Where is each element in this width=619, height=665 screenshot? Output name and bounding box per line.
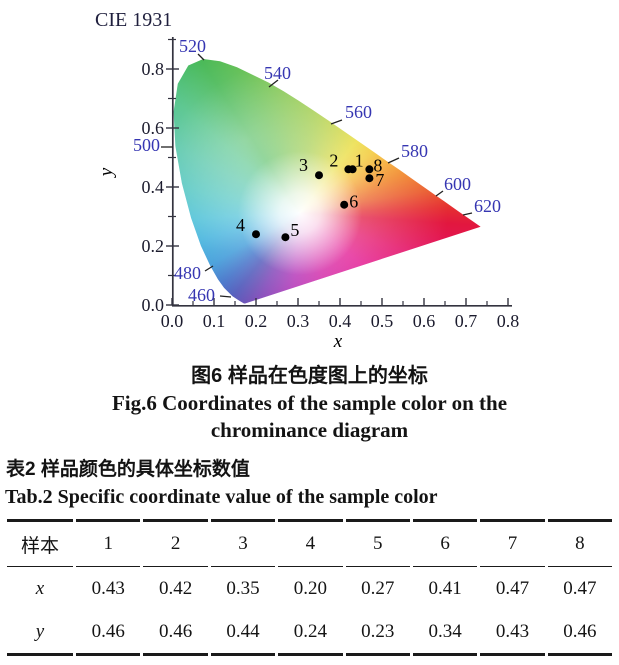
y-tick-label: 0.0 xyxy=(142,295,165,315)
wavelength-label-560: 560 xyxy=(345,102,372,122)
table-cell: 0.46 xyxy=(76,610,141,656)
table-header-cell: 3 xyxy=(210,519,276,567)
y-tick-label: 0.4 xyxy=(142,177,165,197)
chart-elements: 0.0 0.1 0.2 0.3 0.4 0.5 0.6 0.7 0.8 0.0 0.2 0.4 0.6 0… xyxy=(133,36,519,331)
sample-point-7 xyxy=(365,174,374,183)
table-cell: 0.46 xyxy=(143,610,208,656)
wavelength-pointer xyxy=(435,190,444,197)
sample-point-8 xyxy=(365,165,374,174)
table-cell: 0.24 xyxy=(278,610,343,656)
chromaticity-figure: CIE 1931 y x 0.0 0.1 0.2 0.3 0.4 0.5 0.6 0.7 0.8… xyxy=(0,0,619,352)
table-header-cell: 5 xyxy=(345,519,410,567)
wavelength-pointer xyxy=(268,79,279,88)
table-cell: 0.20 xyxy=(293,577,327,599)
wavelength-pointer xyxy=(219,295,232,298)
table-header-cell: 4 xyxy=(278,519,343,567)
sample-point-6 xyxy=(340,200,349,209)
table-cell: 0.27 xyxy=(361,577,395,599)
wavelength-label-520: 520 xyxy=(179,36,206,56)
x-tick-label: 0.7 xyxy=(455,311,478,331)
sample-point-label-5: 5 xyxy=(290,220,299,240)
x-tick-label: 0.3 xyxy=(287,311,310,331)
axis-spine xyxy=(171,37,512,307)
table-cell: 0.47 xyxy=(495,577,530,599)
wavelength-label-480: 480 xyxy=(174,263,201,283)
x-tick-label: 0.5 xyxy=(371,311,394,331)
x-tick-label: 0.0 xyxy=(161,311,184,331)
table-header-cell: 2 xyxy=(143,519,208,567)
table-cell: 0.43 xyxy=(480,610,545,656)
x-axis-label: x xyxy=(333,331,343,352)
table-row-label: x xyxy=(35,577,45,599)
table-caption-zh: 表2 样品颜色的具体坐标数值 xyxy=(6,459,250,480)
sample-point-label-2: 2 xyxy=(329,150,338,170)
y-axis-label: y xyxy=(96,167,117,178)
table-cell: 0.41 xyxy=(428,577,462,599)
table-header-cell: 7 xyxy=(480,519,545,567)
table-row: y 0.46 0.46 0.44 0.24 0.23 0.34 0.43 0.46 xyxy=(7,610,612,656)
sample-point-label-6: 6 xyxy=(349,192,358,212)
table-cell: 0.35 xyxy=(226,577,260,599)
y-tick-label: 0.2 xyxy=(142,236,165,256)
wavelength-label-500: 500 xyxy=(133,135,160,155)
x-tick-label: 0.1 xyxy=(203,311,226,331)
x-tick-label: 0.2 xyxy=(245,311,268,331)
table-header-cell: 样本 xyxy=(7,519,73,567)
table-header-cell: 1 xyxy=(76,519,141,567)
wavelength-label-460: 460 xyxy=(188,285,215,305)
wavelength-pointer xyxy=(204,265,214,272)
y-tick-label: 0.8 xyxy=(142,59,165,79)
figure-caption-zh: 图6 样品在色度图上的坐标 xyxy=(191,365,428,387)
table-caption-en: Tab.2 Specific coordinate value of the s… xyxy=(5,486,438,508)
table-cell: 0.44 xyxy=(210,610,276,656)
wavelength-pointer xyxy=(330,119,343,125)
table-header-cell: 8 xyxy=(547,519,612,567)
y-tick-label: 0.6 xyxy=(142,118,165,138)
table-row-label: y xyxy=(7,610,73,656)
wavelength-label-580: 580 xyxy=(401,141,428,161)
sample-point-label-8: 8 xyxy=(373,155,382,175)
table-header-row: 样本 1 2 3 4 5 6 7 8 xyxy=(7,519,612,567)
x-tick-label: 0.4 xyxy=(329,311,352,331)
table-cell: 0.34 xyxy=(412,610,478,656)
x-tick-label: 0.6 xyxy=(413,311,436,331)
x-tick-label: 0.8 xyxy=(497,311,520,331)
wavelength-label-540: 540 xyxy=(264,63,291,83)
table-cell: 0.43 xyxy=(91,577,125,599)
sample-point-label-3: 3 xyxy=(299,155,308,175)
table-cell: 0.23 xyxy=(345,610,410,656)
figure-caption-en-2: chrominance diagram xyxy=(210,418,409,442)
wavelength-label-620: 620 xyxy=(474,196,501,216)
table-row: x 0.43 0.42 0.35 0.20 0.27 0.41 0.47 0.47 xyxy=(7,567,612,610)
wavelength-pointer xyxy=(387,157,400,164)
sample-point-label-7: 7 xyxy=(375,170,384,190)
sample-point-5 xyxy=(281,233,290,242)
table-cell: 0.46 xyxy=(547,610,612,656)
table-cell: 0.42 xyxy=(158,577,193,599)
coordinates-table: 样本 1 2 3 4 5 6 7 8 x 0.43 0.42 0.35 0.20 0.27 0.41 0.47… xyxy=(4,519,615,656)
wavelength-pointer xyxy=(197,53,205,61)
table-cell: 0.47 xyxy=(563,577,597,599)
wavelength-label-600: 600 xyxy=(444,174,471,194)
chromaticity-chart: CIE 1931 y x 0.0 0.1 0.2 0.3 0.4 0.5 0.6 0.7 0.8… xyxy=(95,9,519,352)
sample-point-label-4: 4 xyxy=(236,215,245,235)
sample-point-3 xyxy=(315,171,323,180)
chart-title: CIE 1931 xyxy=(95,9,172,31)
sample-point-4 xyxy=(252,230,260,239)
sample-point-2 xyxy=(344,165,353,174)
figure-caption-en-1: Fig.6 Coordinates of the sample color on… xyxy=(111,391,508,415)
wavelength-pointer xyxy=(462,212,473,216)
sample-point-label-1: 1 xyxy=(355,150,364,170)
table-header-cell: 6 xyxy=(412,519,478,567)
